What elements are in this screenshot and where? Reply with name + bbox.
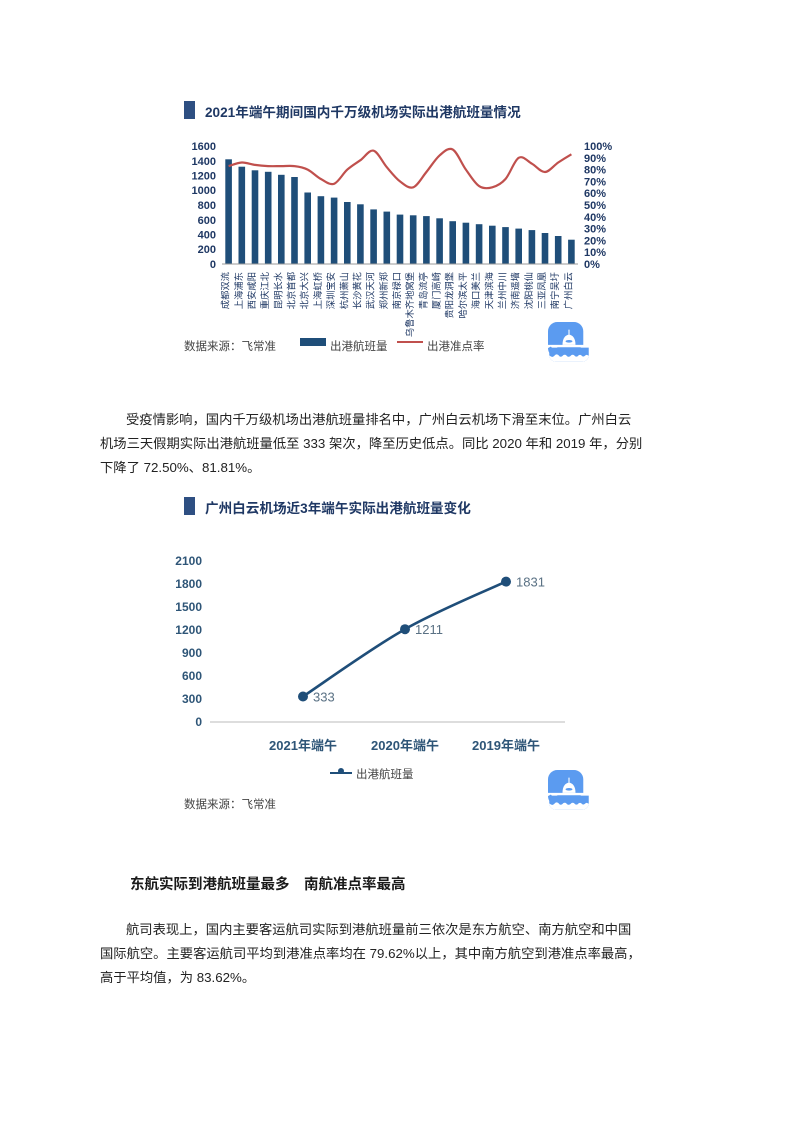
svg-text:北京大兴: 北京大兴: [299, 272, 310, 309]
svg-text:成都双流: 成都双流: [220, 272, 231, 309]
svg-text:2100: 2100: [175, 554, 202, 568]
svg-text:1400: 1400: [192, 156, 216, 168]
svg-text:上海虹桥: 上海虹桥: [312, 272, 323, 309]
svg-text:长沙黄花: 长沙黄花: [351, 272, 362, 309]
svg-text:南宁吴圩: 南宁吴圩: [549, 272, 560, 309]
svg-text:哈尔滨太平: 哈尔滨太平: [457, 272, 468, 319]
svg-text:深圳宝安: 深圳宝安: [325, 272, 336, 309]
svg-text:1200: 1200: [175, 623, 202, 637]
svg-text:杭州萧山: 杭州萧山: [338, 272, 349, 309]
svg-text:西安咸阳: 西安咸阳: [246, 272, 257, 309]
svg-text:1500: 1500: [175, 600, 202, 614]
svg-text:10%: 10%: [584, 247, 606, 259]
svg-text:600: 600: [198, 215, 216, 227]
svg-text:1800: 1800: [175, 577, 202, 591]
svg-text:沈阳桃仙: 沈阳桃仙: [523, 272, 534, 309]
svg-text:1831: 1831: [516, 575, 545, 590]
svg-text:2020年端午: 2020年端午: [371, 738, 439, 753]
svg-text:50%: 50%: [584, 200, 606, 212]
svg-text:乌鲁木齐地窝堡: 乌鲁木齐地窝堡: [404, 272, 415, 337]
svg-text:60%: 60%: [584, 188, 606, 200]
svg-text:300: 300: [182, 692, 202, 706]
svg-text:333: 333: [313, 690, 335, 705]
svg-text:广州白云: 广州白云: [562, 272, 573, 309]
svg-text:天津滨海: 天津滨海: [483, 272, 494, 309]
svg-text:40%: 40%: [584, 212, 606, 224]
svg-text:1200: 1200: [192, 171, 216, 183]
svg-text:武汉天河: 武汉天河: [365, 272, 376, 309]
svg-text:0: 0: [210, 259, 216, 271]
svg-text:1211: 1211: [415, 622, 443, 637]
svg-text:昆明长水: 昆明长水: [272, 271, 283, 309]
svg-text:南京禄口: 南京禄口: [391, 272, 402, 309]
svg-text:北京首都: 北京首都: [286, 272, 297, 309]
svg-text:2021年端午: 2021年端午: [269, 738, 337, 753]
svg-text:800: 800: [198, 200, 216, 212]
svg-text:济南遥墙: 济南遥墙: [510, 272, 521, 309]
svg-text:0%: 0%: [584, 259, 600, 271]
svg-text:0: 0: [195, 715, 202, 729]
svg-text:80%: 80%: [584, 165, 606, 177]
svg-text:郑州新郑: 郑州新郑: [378, 272, 389, 309]
svg-text:100%: 100%: [584, 141, 612, 153]
svg-text:厦门高崎: 厦门高崎: [431, 272, 442, 309]
svg-text:600: 600: [182, 669, 202, 683]
svg-text:20%: 20%: [584, 235, 606, 247]
svg-text:海口美兰: 海口美兰: [470, 272, 481, 309]
svg-text:兰州中川: 兰州中川: [497, 272, 508, 309]
svg-text:青岛流亭: 青岛流亭: [417, 272, 428, 309]
svg-text:1600: 1600: [192, 141, 216, 153]
svg-text:上海浦东: 上海浦东: [233, 272, 244, 309]
svg-text:1000: 1000: [192, 185, 216, 197]
svg-text:400: 400: [198, 230, 216, 242]
svg-text:三亚凤凰: 三亚凤凰: [537, 272, 547, 309]
svg-text:贵阳龙洞堡: 贵阳龙洞堡: [444, 272, 455, 319]
svg-text:30%: 30%: [584, 224, 606, 236]
svg-text:200: 200: [198, 244, 216, 256]
svg-text:900: 900: [182, 646, 202, 660]
svg-text:90%: 90%: [584, 153, 606, 165]
svg-text:2019年端午: 2019年端午: [472, 738, 540, 753]
svg-text:70%: 70%: [584, 176, 606, 188]
svg-text:重庆江北: 重庆江北: [259, 271, 270, 309]
